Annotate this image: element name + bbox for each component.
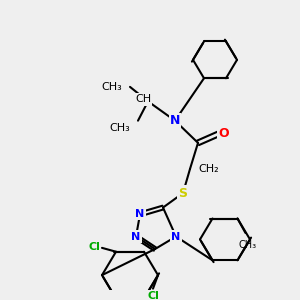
- Text: Cl: Cl: [88, 242, 100, 252]
- Text: O: O: [219, 127, 229, 140]
- Text: N: N: [170, 114, 180, 127]
- Text: CH₂: CH₂: [198, 164, 219, 174]
- Text: N: N: [131, 232, 141, 242]
- Text: N: N: [171, 232, 181, 242]
- Text: CH₃: CH₃: [109, 123, 130, 134]
- Text: CH₃: CH₃: [101, 82, 122, 92]
- Text: S: S: [178, 187, 188, 200]
- Text: Cl: Cl: [147, 291, 159, 300]
- Text: CH₃: CH₃: [238, 240, 256, 250]
- Text: CH: CH: [135, 94, 151, 104]
- Text: N: N: [135, 209, 145, 219]
